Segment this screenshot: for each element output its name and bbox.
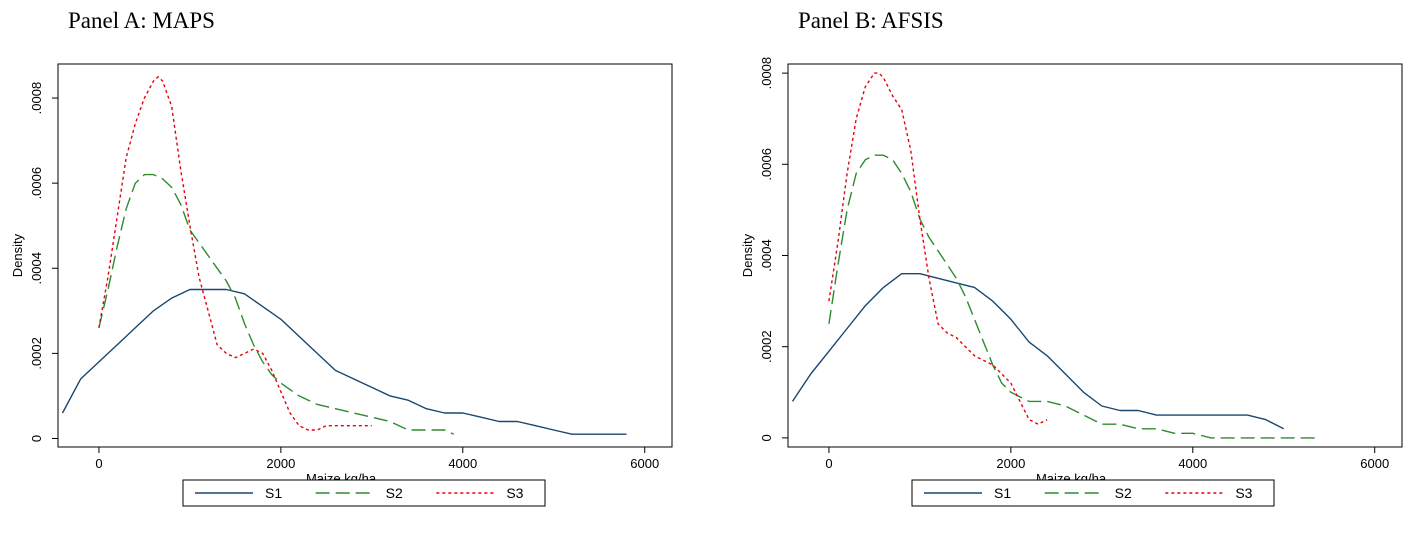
panel-b-plot-frame: [787, 63, 1403, 448]
panel-b-y-tick-label: 0: [759, 434, 774, 441]
panel-b-series-s1-line: [791, 273, 1285, 430]
panel-b-x-tick-label: 0: [825, 456, 832, 471]
panel-b-series-s3-line: [828, 72, 1048, 425]
panel-b-y-axis-label: Density: [740, 233, 755, 277]
panel-a-series-s1-line: [61, 288, 627, 435]
panel-b-title: Panel B: AFSIS: [798, 8, 944, 33]
panel-b-x-tick-label: 6000: [1360, 456, 1389, 471]
panel-b-y-tick-label: .0006: [759, 148, 774, 181]
panel-b-y-tick-label: .0002: [759, 330, 774, 363]
panel-a-title: Panel A: MAPS: [68, 8, 215, 33]
panel-a-y-axis-label: Density: [10, 233, 25, 277]
panel-a-y-tick-label: 0: [29, 435, 44, 442]
panel-a-y-tick-label: .0004: [29, 252, 44, 285]
panel-a-legend-label-s3: S3: [506, 485, 523, 501]
panel-b-y-tick-label: .0004: [759, 239, 774, 272]
panel-a-series-s3-line: [98, 76, 372, 431]
panel-b-series-s2-line: [828, 154, 1321, 439]
panel-a-y-tick-label: .0002: [29, 337, 44, 370]
panel-a-x-tick-label: 4000: [448, 456, 477, 471]
panel-a-legend-label-s2: S2: [386, 485, 403, 501]
panel-a-plot-frame: [57, 63, 673, 448]
panel-a-y-tick-label: .0008: [29, 82, 44, 115]
panel-a-series-s2-line: [98, 173, 454, 435]
panel-b-legend-label-s1: S1: [994, 485, 1011, 501]
panel-b-legend-label-s3: S3: [1235, 485, 1252, 501]
panel-a-y-tick-label: .0006: [29, 167, 44, 200]
panel-a-x-tick-label: 0: [95, 456, 102, 471]
panel-b-y-tick-label: .0008: [759, 57, 774, 90]
panel-b-x-tick-label: 2000: [996, 456, 1025, 471]
panel-a-x-tick-label: 2000: [266, 456, 295, 471]
panel-a-legend-label-s1: S1: [265, 485, 282, 501]
panel-b-legend-label-s2: S2: [1115, 485, 1132, 501]
panel-a-x-tick-label: 6000: [630, 456, 659, 471]
panel-b-x-tick-label: 4000: [1178, 456, 1207, 471]
